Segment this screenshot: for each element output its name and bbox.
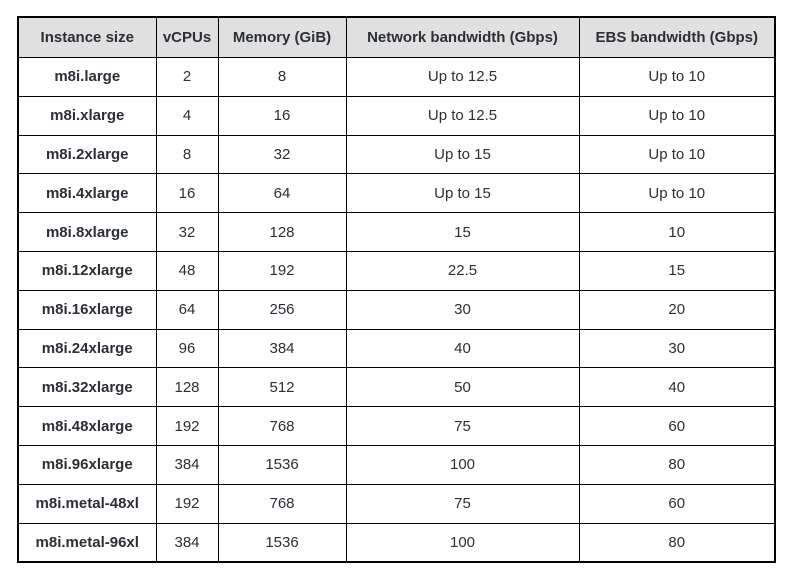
column-header-ebs-bandwidth: EBS bandwidth (Gbps) <box>578 16 776 58</box>
table-cell: 16 <box>155 173 219 214</box>
column-header-instance-size: Instance size <box>17 16 157 58</box>
table-row: m8i.12xlarge 48 192 22.5 15 <box>17 250 776 291</box>
table-cell: 10 <box>578 212 776 252</box>
table-cell: Up to 15 <box>345 134 580 175</box>
table-cell: 48 <box>155 250 219 291</box>
instance-name-cell: m8i.24xlarge <box>17 328 157 369</box>
table-header-row: Instance size vCPUs Memory (GiB) Network… <box>17 16 776 58</box>
instance-name-cell: m8i.48xlarge <box>17 406 157 446</box>
instance-name-cell: m8i.4xlarge <box>17 173 157 214</box>
table-cell: 75 <box>345 483 580 524</box>
table-cell: 30 <box>578 328 776 369</box>
table-cell: 60 <box>578 483 776 524</box>
table-cell: 64 <box>155 289 219 330</box>
table-row: m8i.4xlarge 16 64 Up to 15 Up to 10 <box>17 173 776 214</box>
table-cell: Up to 15 <box>345 173 580 214</box>
page-content: Instance size vCPUs Memory (GiB) Network… <box>17 16 776 564</box>
table-row: m8i.24xlarge 96 384 40 30 <box>17 328 776 369</box>
table-cell: 256 <box>217 289 347 330</box>
table-cell: 512 <box>217 367 347 408</box>
table-cell: 30 <box>345 289 580 330</box>
instance-name-cell: m8i.2xlarge <box>17 134 157 175</box>
table-cell: 96 <box>155 328 219 369</box>
instance-spec-table: Instance size vCPUs Memory (GiB) Network… <box>17 16 776 564</box>
instance-name-cell: m8i.xlarge <box>17 95 157 136</box>
table-cell: 768 <box>217 483 347 524</box>
table-cell: Up to 10 <box>578 173 776 214</box>
table-row: m8i.large 2 8 Up to 12.5 Up to 10 <box>17 57 776 97</box>
table-cell: 40 <box>345 328 580 369</box>
table-cell: 8 <box>217 57 347 97</box>
table-cell: 80 <box>578 522 776 563</box>
table-cell: 64 <box>217 173 347 214</box>
table-cell: 50 <box>345 367 580 408</box>
instance-name-cell: m8i.12xlarge <box>17 250 157 291</box>
table-cell: 128 <box>217 212 347 252</box>
table-cell: 768 <box>217 406 347 446</box>
table-cell: 20 <box>578 289 776 330</box>
table-row: m8i.metal-48xl 192 768 75 60 <box>17 483 776 524</box>
instance-name-cell: m8i.metal-48xl <box>17 483 157 524</box>
table-cell: 100 <box>345 444 580 485</box>
table-cell: 32 <box>155 212 219 252</box>
table-cell: 100 <box>345 522 580 563</box>
table-cell: Up to 10 <box>578 57 776 97</box>
table-cell: 60 <box>578 406 776 446</box>
instance-name-cell: m8i.16xlarge <box>17 289 157 330</box>
table-cell: 1536 <box>217 522 347 563</box>
table-cell: 128 <box>155 367 219 408</box>
table-cell: 384 <box>155 522 219 563</box>
table-row: m8i.metal-96xl 384 1536 100 80 <box>17 522 776 563</box>
column-header-vcpus: vCPUs <box>155 16 219 58</box>
table-cell: 192 <box>155 483 219 524</box>
instance-name-cell: m8i.8xlarge <box>17 212 157 252</box>
column-header-memory: Memory (GiB) <box>217 16 347 58</box>
table-cell: 2 <box>155 57 219 97</box>
table-cell: 22.5 <box>345 250 580 291</box>
instance-name-cell: m8i.large <box>17 57 157 97</box>
column-header-network-bandwidth: Network bandwidth (Gbps) <box>345 16 580 58</box>
table-row: m8i.96xlarge 384 1536 100 80 <box>17 444 776 485</box>
table-cell: 40 <box>578 367 776 408</box>
table-row: m8i.2xlarge 8 32 Up to 15 Up to 10 <box>17 134 776 175</box>
table-row: m8i.16xlarge 64 256 30 20 <box>17 289 776 330</box>
table-cell: 384 <box>155 444 219 485</box>
table-cell: Up to 12.5 <box>345 57 580 97</box>
table-cell: 32 <box>217 134 347 175</box>
table-body: m8i.large 2 8 Up to 12.5 Up to 10 m8i.xlarge 4… <box>17 57 776 563</box>
table-cell: 384 <box>217 328 347 369</box>
instance-name-cell: m8i.96xlarge <box>17 444 157 485</box>
table-cell: 4 <box>155 95 219 136</box>
table-cell: Up to 10 <box>578 134 776 175</box>
table-cell: 192 <box>217 250 347 291</box>
table-row: m8i.32xlarge 128 512 50 40 <box>17 367 776 408</box>
table-cell: Up to 10 <box>578 95 776 136</box>
table-row: m8i.48xlarge 192 768 75 60 <box>17 406 776 446</box>
table-cell: 8 <box>155 134 219 175</box>
table-cell: 80 <box>578 444 776 485</box>
table-cell: 16 <box>217 95 347 136</box>
table-cell: 1536 <box>217 444 347 485</box>
table-row: m8i.xlarge 4 16 Up to 12.5 Up to 10 <box>17 95 776 136</box>
instance-name-cell: m8i.metal-96xl <box>17 522 157 563</box>
table-cell: 15 <box>345 212 580 252</box>
table-cell: 75 <box>345 406 580 446</box>
table-row: m8i.8xlarge 32 128 15 10 <box>17 212 776 252</box>
instance-name-cell: m8i.32xlarge <box>17 367 157 408</box>
table-cell: 15 <box>578 250 776 291</box>
table-cell: Up to 12.5 <box>345 95 580 136</box>
table-cell: 192 <box>155 406 219 446</box>
